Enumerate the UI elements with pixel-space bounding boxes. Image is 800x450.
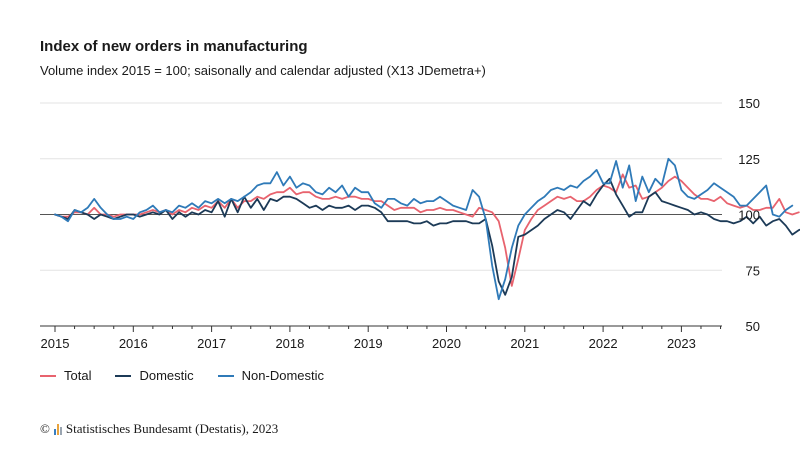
x-tick-label: 2016	[119, 336, 148, 351]
legend-swatch-domestic	[115, 374, 132, 377]
legend-item-total: Total	[40, 368, 91, 383]
tick-labels: 50 75 100 125 150 2015 2016 2017 2018 2019 2020 202…	[41, 96, 760, 351]
legend-label-domestic: Domestic	[139, 368, 194, 383]
x-tick-label: 2020	[432, 336, 461, 351]
x-tick-label: 2017	[197, 336, 226, 351]
x-tick-label: 2015	[41, 336, 70, 351]
chart-title: Index of new orders in manufacturing	[40, 38, 308, 55]
legend-label-total: Total	[64, 368, 92, 383]
legend-swatch-total	[40, 374, 56, 377]
series-line-domestic	[54, 177, 800, 296]
y-tick-label: 100	[738, 208, 760, 223]
legend-item-non-domestic: Non-Domestic	[217, 368, 325, 383]
legend: Total Domestic Non-Domestic	[40, 368, 348, 383]
source-text: Statistisches Bundesamt (Destatis), 2023	[65, 421, 279, 436]
legend-label-non-domestic: Non-Domestic	[241, 368, 325, 383]
series-lines	[54, 157, 800, 301]
y-tick-label: 150	[738, 96, 760, 111]
x-tick-label: 2018	[275, 336, 304, 351]
series-line-non-domestic	[54, 157, 794, 301]
series-line-total	[54, 173, 800, 287]
x-tick-label: 2019	[354, 336, 383, 351]
copyright-symbol: ©	[40, 421, 50, 436]
x-tick-label: 2022	[589, 336, 618, 351]
source-credit: © Statistisches Bundesamt (Destatis), 20…	[40, 421, 278, 437]
legend-item-domestic: Domestic	[115, 368, 194, 383]
chart-subtitle: Volume index 2015 = 100; saisonally and …	[40, 63, 486, 78]
grid-lines	[40, 102, 722, 271]
x-tick-label: 2021	[510, 336, 539, 351]
y-tick-label: 125	[738, 152, 760, 167]
destatis-logo-icon	[53, 423, 63, 435]
x-tick-label: 2023	[667, 336, 696, 351]
legend-swatch-non-domestic	[217, 374, 234, 377]
y-tick-label: 50	[746, 319, 760, 334]
x-axis	[40, 325, 722, 332]
y-tick-label: 75	[746, 263, 760, 278]
